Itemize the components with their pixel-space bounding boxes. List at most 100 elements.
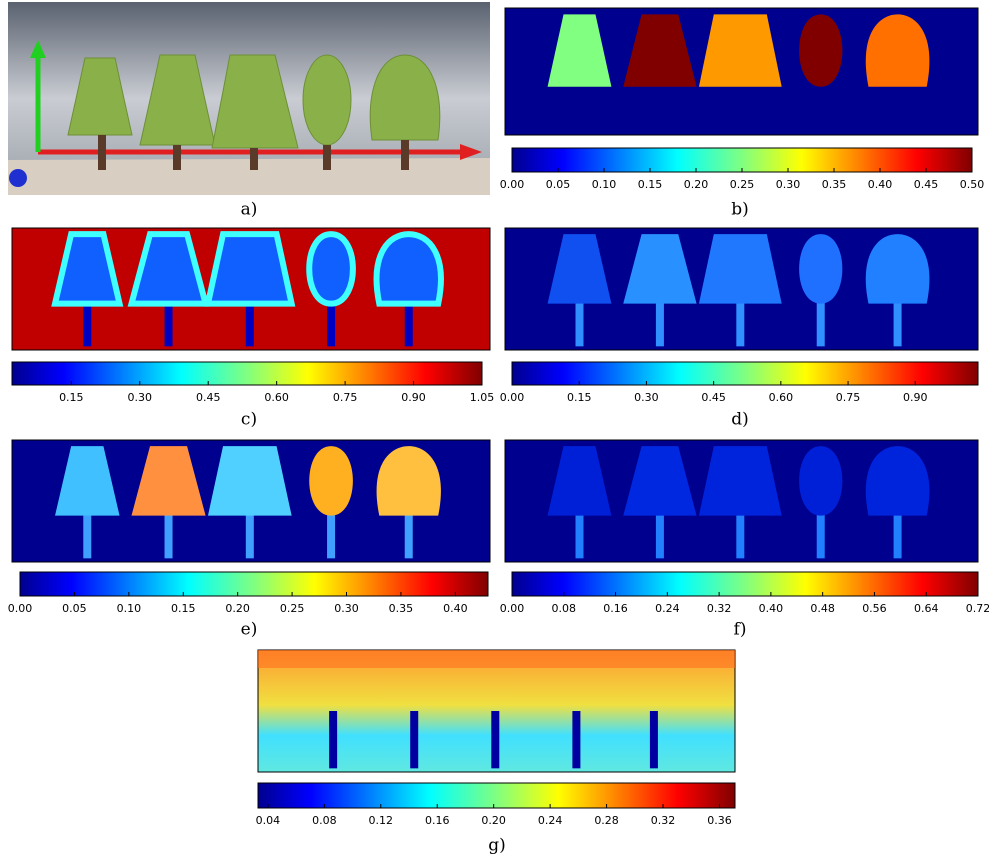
crown-region [799, 234, 843, 304]
colorbar-tick-label: 0.48 [810, 602, 835, 615]
colorbar [257, 782, 736, 809]
colorbar-tick-label: 0.28 [594, 814, 619, 827]
trunk-region [327, 501, 336, 559]
colorbar-tick-label: 0.30 [128, 391, 153, 404]
colorbar-tick-label: 0.72 [966, 602, 989, 615]
colorbar-tick-label: 0.25 [280, 602, 305, 615]
trunk-region [83, 501, 92, 559]
panel-label: g) [488, 836, 506, 856]
crown-region [55, 446, 120, 516]
colorbar-tick-label: 0.64 [914, 602, 939, 615]
colorbar-tick-label: 0.32 [651, 814, 676, 827]
crown-region [623, 234, 697, 304]
colorbar-tick-label: 0.35 [389, 602, 414, 615]
colorbar [511, 571, 979, 597]
crown-region [623, 14, 697, 87]
trunk [250, 148, 258, 170]
z-axis-marker [9, 169, 27, 187]
panel: 0.15 0.30 0.45 0.60 0.75 0.90 1.05 c) [11, 227, 495, 430]
trunk-region [736, 289, 745, 347]
crown-region [547, 14, 612, 87]
colorbar-tick-label: 0.40 [868, 178, 893, 191]
crown-region [131, 446, 206, 516]
colorbar-tick-label: 0.20 [481, 814, 506, 827]
colorbar-tick-label: 0.00 [8, 602, 33, 615]
trunk-region [245, 501, 254, 559]
colorbar-tick-label: 0.05 [62, 602, 87, 615]
crown-region [373, 231, 444, 307]
panel: 0.00 0.15 0.30 0.45 0.60 0.75 0.90 d) [500, 227, 979, 430]
colorbar-tick-label: 0.30 [776, 178, 801, 191]
trunk-region [164, 501, 173, 559]
trunk-region [816, 289, 825, 347]
trunk-region [164, 289, 173, 347]
panel-label: f) [734, 620, 747, 640]
colorbar-tick-label: 0.56 [862, 602, 887, 615]
colorbar-tick-label: 0.75 [836, 391, 861, 404]
colorbar-tick-label: 0.60 [264, 391, 289, 404]
trunk-region [404, 501, 413, 559]
panel: a) [241, 200, 258, 220]
trunk-region [575, 501, 584, 559]
trunk-region [329, 711, 338, 769]
colorbar-tick-label: 0.04 [256, 814, 281, 827]
panel: 0.00 0.05 0.10 0.15 0.20 0.25 0.30 0.35 0.40 e) [8, 439, 491, 640]
crown-region [204, 231, 296, 307]
colorbar-tick-label: 1.05 [470, 391, 495, 404]
colorbar-tick-label: 0.24 [538, 814, 563, 827]
colorbar-tick-label: 0.00 [500, 178, 525, 191]
colorbar-tick-label: 0.90 [903, 391, 928, 404]
colorbar-tick-label: 0.36 [707, 814, 732, 827]
trunk-region [893, 501, 902, 559]
arrowhead [30, 40, 46, 58]
crown-region [623, 446, 697, 516]
colorbar-tick-label: 0.45 [701, 391, 726, 404]
colorbar-tick-label: 0.10 [592, 178, 617, 191]
panel: 0.00 0.05 0.10 0.15 0.20 0.25 0.30 0.35 0.40 0.45… [500, 7, 984, 220]
colorbar-tick-label: 0.40 [443, 602, 468, 615]
trunk-region [893, 289, 902, 347]
colorbar [11, 361, 483, 386]
colorbar-tick-label: 0.15 [638, 178, 663, 191]
colorbar-tick-label: 0.60 [769, 391, 794, 404]
colorbar-tick-label: 0.05 [546, 178, 571, 191]
crown-region [376, 446, 441, 516]
trunk [98, 135, 106, 170]
colorbar-tick-label: 0.45 [914, 178, 939, 191]
trunk-region [245, 289, 254, 347]
colorbar-tick-label: 0.25 [730, 178, 755, 191]
crown-region [865, 14, 930, 87]
trunk-region [83, 289, 92, 347]
panel-label: b) [731, 200, 749, 220]
colorbar-tick-label: 0.45 [196, 391, 221, 404]
trunk [401, 140, 409, 170]
crown-region [865, 446, 930, 516]
trunk-region [655, 501, 664, 559]
colorbar-tick-label: 0.20 [684, 178, 709, 191]
colorbar-tick-label: 0.12 [369, 814, 394, 827]
crown-region [309, 446, 353, 516]
colorbar-tick-label: 0.10 [117, 602, 142, 615]
colorbar-tick-label: 0.15 [59, 391, 84, 404]
trunk [323, 145, 331, 170]
trunk-region [327, 289, 336, 347]
trunk-region [404, 289, 413, 347]
panel: 0.00 0.08 0.16 0.24 0.32 0.40 0.48 0.56 0.64 0.72… [500, 439, 989, 640]
crown-region [698, 234, 782, 304]
colorbar-tick-label: 0.40 [759, 602, 784, 615]
colorbar-tick-label: 0.08 [312, 814, 337, 827]
scene [8, 2, 490, 195]
crown-region [547, 234, 612, 304]
crown-region [799, 446, 843, 516]
panel: 0.04 0.08 0.12 0.16 0.20 0.24 0.28 0.32 0.36 g) [256, 649, 736, 856]
colorbar-tick-label: 0.24 [655, 602, 680, 615]
trunk-region [655, 289, 664, 347]
crown-region [207, 446, 292, 516]
colorbar [19, 571, 489, 597]
colorbar-tick-label: 0.08 [552, 602, 577, 615]
tree [302, 54, 352, 146]
tree [211, 54, 299, 149]
colorbar [511, 361, 979, 386]
colorbar-tick-label: 0.75 [333, 391, 358, 404]
